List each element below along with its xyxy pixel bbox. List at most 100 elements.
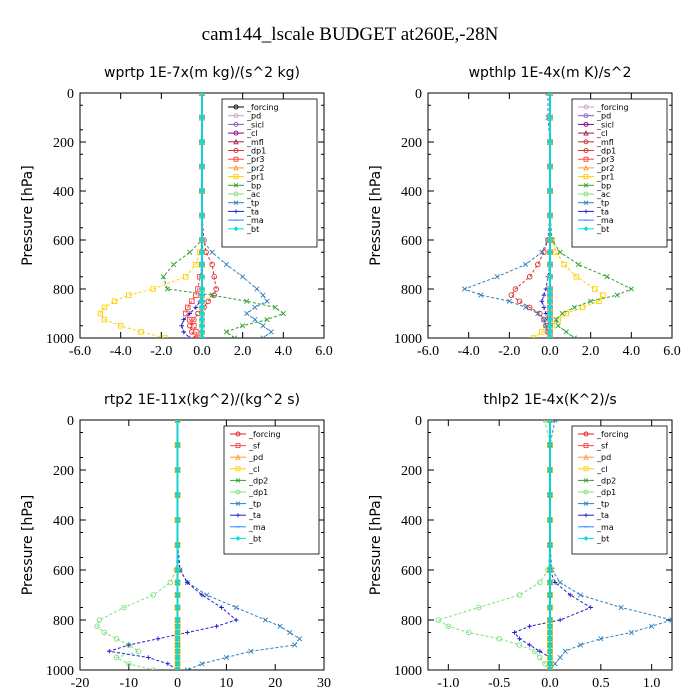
legend-marker: [583, 200, 589, 206]
y-tick-label: 200: [401, 464, 422, 479]
legend-marker: [233, 226, 239, 232]
data-point: [547, 654, 553, 661]
legend: _forcing _sf _pd _cl _dp2 _dp1 _tp _ta _ma _bt: [571, 425, 668, 555]
data-point: [598, 636, 604, 642]
data-point: [223, 654, 230, 661]
series-line-pr1: [533, 93, 604, 338]
data-point: [126, 642, 132, 648]
data-point: [193, 329, 199, 335]
y-axis-label: Pressure [hPa]: [20, 165, 36, 265]
data-point: [191, 323, 197, 329]
legend-label: _bp: [246, 181, 261, 190]
data-point: [604, 274, 610, 280]
x-tick-label: 0.0: [541, 344, 559, 359]
data-point: [547, 629, 553, 636]
legend-marker: [233, 156, 239, 162]
y-tick-label: 400: [53, 185, 74, 200]
y-tick-label: 800: [53, 283, 74, 298]
data-point: [185, 630, 190, 635]
y-tick-label: 0: [415, 414, 422, 429]
y-tick-label: 0: [67, 414, 74, 429]
data-point: [193, 305, 199, 310]
x-tick-label: 4.0: [623, 344, 641, 359]
legend-marker: [233, 113, 239, 119]
data-point: [577, 592, 584, 598]
data-point: [292, 642, 298, 648]
data-point: [101, 304, 108, 311]
legend-label: _pd: [246, 112, 261, 121]
legend-label: _sf: [596, 442, 608, 451]
data-point: [219, 605, 224, 610]
data-point: [547, 261, 553, 268]
data-point: [113, 636, 120, 642]
data-point: [167, 579, 174, 586]
data-point: [547, 604, 553, 611]
figure-title: cam144_lscale BUDGET at260E,-28N: [202, 24, 499, 45]
legend-label: _forcing: [248, 430, 281, 439]
legend-marker: [235, 431, 241, 437]
legend-label: _pr3: [246, 155, 264, 164]
data-point: [94, 623, 100, 630]
data-point: [547, 237, 553, 243]
data-point: [146, 655, 151, 660]
data-point: [535, 261, 541, 268]
data-point: [174, 667, 181, 670]
legend-marker: [235, 454, 241, 460]
legend-marker: [235, 478, 241, 483]
data-point: [174, 636, 181, 642]
data-point: [539, 249, 545, 255]
x-tick-label: 2.0: [234, 344, 252, 359]
x-tick-label: 6.0: [663, 344, 681, 359]
y-tick-label: 400: [401, 514, 422, 529]
data-point: [516, 642, 523, 648]
data-point: [113, 654, 120, 661]
data-point: [260, 292, 266, 298]
legend-label: _forcing: [246, 103, 279, 112]
data-point: [547, 617, 553, 623]
data-point: [199, 323, 205, 329]
data-point: [435, 617, 441, 623]
x-tick-label: 30: [317, 676, 331, 691]
data-point: [199, 212, 205, 219]
legend: _forcing_pd_sicl_cl_mfl_dp1_pr3_pr2_pr1_…: [571, 98, 668, 248]
data-point: [562, 648, 568, 654]
data-point: [280, 310, 286, 317]
data-point: [296, 636, 303, 642]
data-point: [174, 642, 181, 648]
x-tick-label: 0: [174, 676, 181, 691]
data-point: [527, 623, 532, 629]
legend-label: _ac: [246, 190, 260, 199]
legend-marker: [233, 164, 239, 171]
y-tick-label: 200: [401, 136, 422, 151]
data-point: [547, 642, 553, 648]
data-point: [445, 623, 452, 630]
legend-label: _sf: [248, 442, 260, 451]
legend-label: _pr1: [596, 173, 614, 182]
legend-label: _bt: [596, 534, 609, 543]
panel-3: rtp2 1E-11x(kg^2)/(kg^2 s) Pressure [hPa]…: [20, 392, 331, 691]
data-point: [547, 442, 553, 448]
legend-marker: [233, 138, 239, 145]
y-tick-label: 400: [53, 514, 74, 529]
data-point: [547, 163, 553, 170]
data-point: [494, 274, 500, 280]
legend-marker: [583, 156, 589, 162]
y-tick-label: 800: [53, 614, 74, 629]
legend-label: _forcing: [596, 430, 629, 439]
data-point: [547, 420, 553, 423]
data-point: [174, 629, 181, 636]
data-point: [600, 292, 606, 298]
data-point: [97, 310, 104, 317]
data-point: [563, 329, 569, 335]
data-point: [174, 667, 181, 670]
data-point: [174, 442, 181, 448]
legend: _forcing_pd_sicl_cl_mfl_dp1_pr3_pr2_pr1_…: [221, 98, 318, 248]
series-group: [461, 93, 634, 338]
data-point: [199, 661, 205, 667]
data-point: [526, 274, 533, 280]
data-point: [185, 304, 191, 311]
data-point: [174, 654, 181, 661]
panel-title: rtp2 1E-11x(kg^2)/(kg^2 s): [104, 392, 300, 408]
y-axis-label: Pressure [hPa]: [368, 495, 384, 595]
